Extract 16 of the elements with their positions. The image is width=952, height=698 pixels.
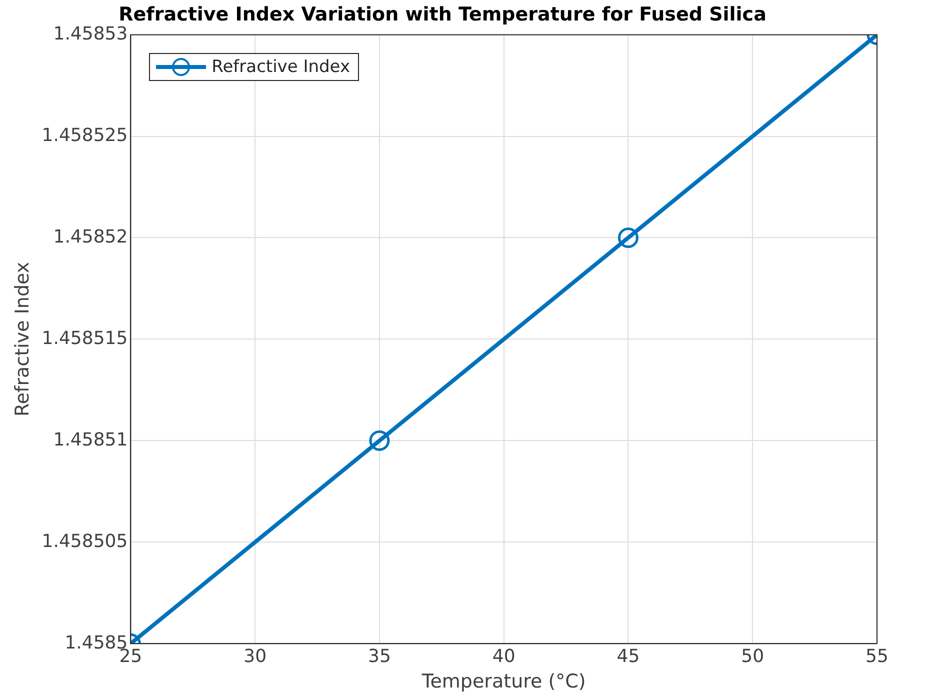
x-tick-label: 35 <box>368 646 391 668</box>
x-tick-label: 40 <box>492 646 516 668</box>
y-tick-label: 1.45851 <box>53 429 128 450</box>
y-tick-label: 1.458515 <box>42 328 128 349</box>
x-tick-label: 45 <box>616 646 640 668</box>
x-tick-label: 30 <box>244 646 267 668</box>
y-tick-label: 1.45852 <box>53 226 128 248</box>
y-tick-label: 1.45853 <box>53 23 128 44</box>
y-tick-label: 1.458525 <box>42 124 128 146</box>
y-tick-label: 1.458505 <box>42 530 128 552</box>
legend-label: Refractive Index <box>212 56 350 77</box>
y-axis-title: Refractive Index <box>11 262 34 417</box>
x-axis-title: Temperature (°C) <box>420 670 586 693</box>
x-tick-label: 55 <box>866 646 888 668</box>
x-tick-label: 50 <box>741 646 764 668</box>
chart-title: Refractive Index Variation with Temperature for Fused Silica <box>118 3 766 26</box>
